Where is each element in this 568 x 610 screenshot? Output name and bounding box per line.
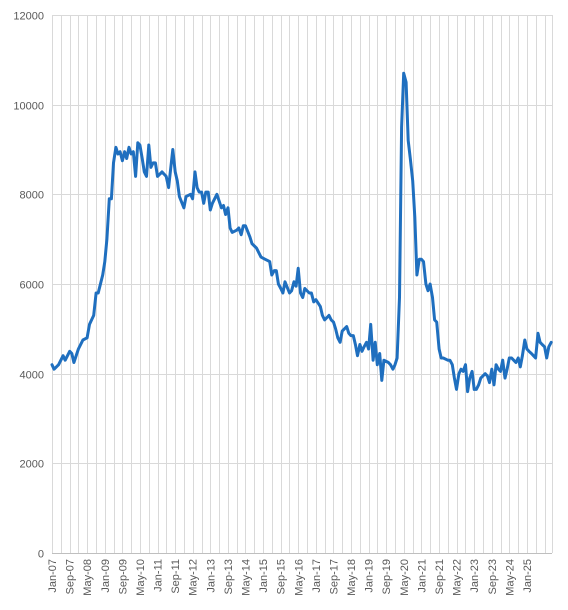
x-tick-label: Jan-19: [364, 559, 376, 593]
y-tick-label: 8000: [20, 190, 44, 202]
y-tick-label: 6000: [20, 280, 44, 292]
x-tick-label: Jan-17: [311, 559, 323, 593]
x-tick-label: May-24: [504, 559, 516, 596]
x-tick-label: Jan-07: [47, 559, 59, 593]
horizontal-gridlines: [52, 15, 552, 554]
x-tick-label: Sep-19: [381, 559, 393, 594]
x-tick-label: Sep-11: [170, 559, 182, 594]
x-tick-label: May-10: [135, 559, 147, 596]
y-axis: 0 2000 4000 6000 8000 10000 12000: [13, 11, 44, 561]
y-tick-label: 4000: [20, 370, 44, 382]
y-tick-label: 10000: [13, 101, 44, 113]
x-axis: Jan-07 Sep-07 May-08 Jan-09 Sep-09 May-10 Jan-…: [47, 559, 534, 596]
y-tick-label: 0: [38, 549, 44, 561]
x-tick-label: May-12: [188, 559, 200, 596]
x-tick-label: May-18: [346, 559, 358, 596]
y-tick-label: 2000: [20, 459, 44, 471]
x-tick-label: May-14: [240, 559, 252, 596]
x-tick-label: Jan-11: [153, 559, 165, 592]
x-tick-label: Sep-13: [223, 559, 235, 594]
x-tick-label: Jan-25: [522, 559, 534, 593]
x-tick-label: Sep-07: [65, 559, 77, 594]
x-tick-label: Jan-09: [100, 559, 112, 593]
x-tick-label: Jan-21: [416, 559, 428, 593]
x-tick-label: Jan-13: [205, 559, 217, 593]
x-tick-label: Sep-15: [276, 559, 288, 594]
series-layer: [50, 71, 553, 394]
x-tick-label: Sep-21: [434, 559, 446, 594]
x-tick-label: Sep-23: [487, 559, 499, 594]
x-tick-label: Sep-09: [117, 559, 129, 594]
series-line: [50, 71, 553, 394]
x-tick-label: May-16: [293, 559, 305, 596]
y-tick-label: 12000: [13, 11, 44, 23]
x-tick-label: Jan-23: [469, 559, 481, 593]
x-tick-label: Jan-15: [258, 559, 270, 593]
x-tick-label: May-08: [82, 559, 94, 596]
x-tick-label: May-20: [399, 559, 411, 596]
x-tick-label: Sep-17: [328, 559, 340, 594]
x-tick-label: May-22: [452, 559, 464, 596]
